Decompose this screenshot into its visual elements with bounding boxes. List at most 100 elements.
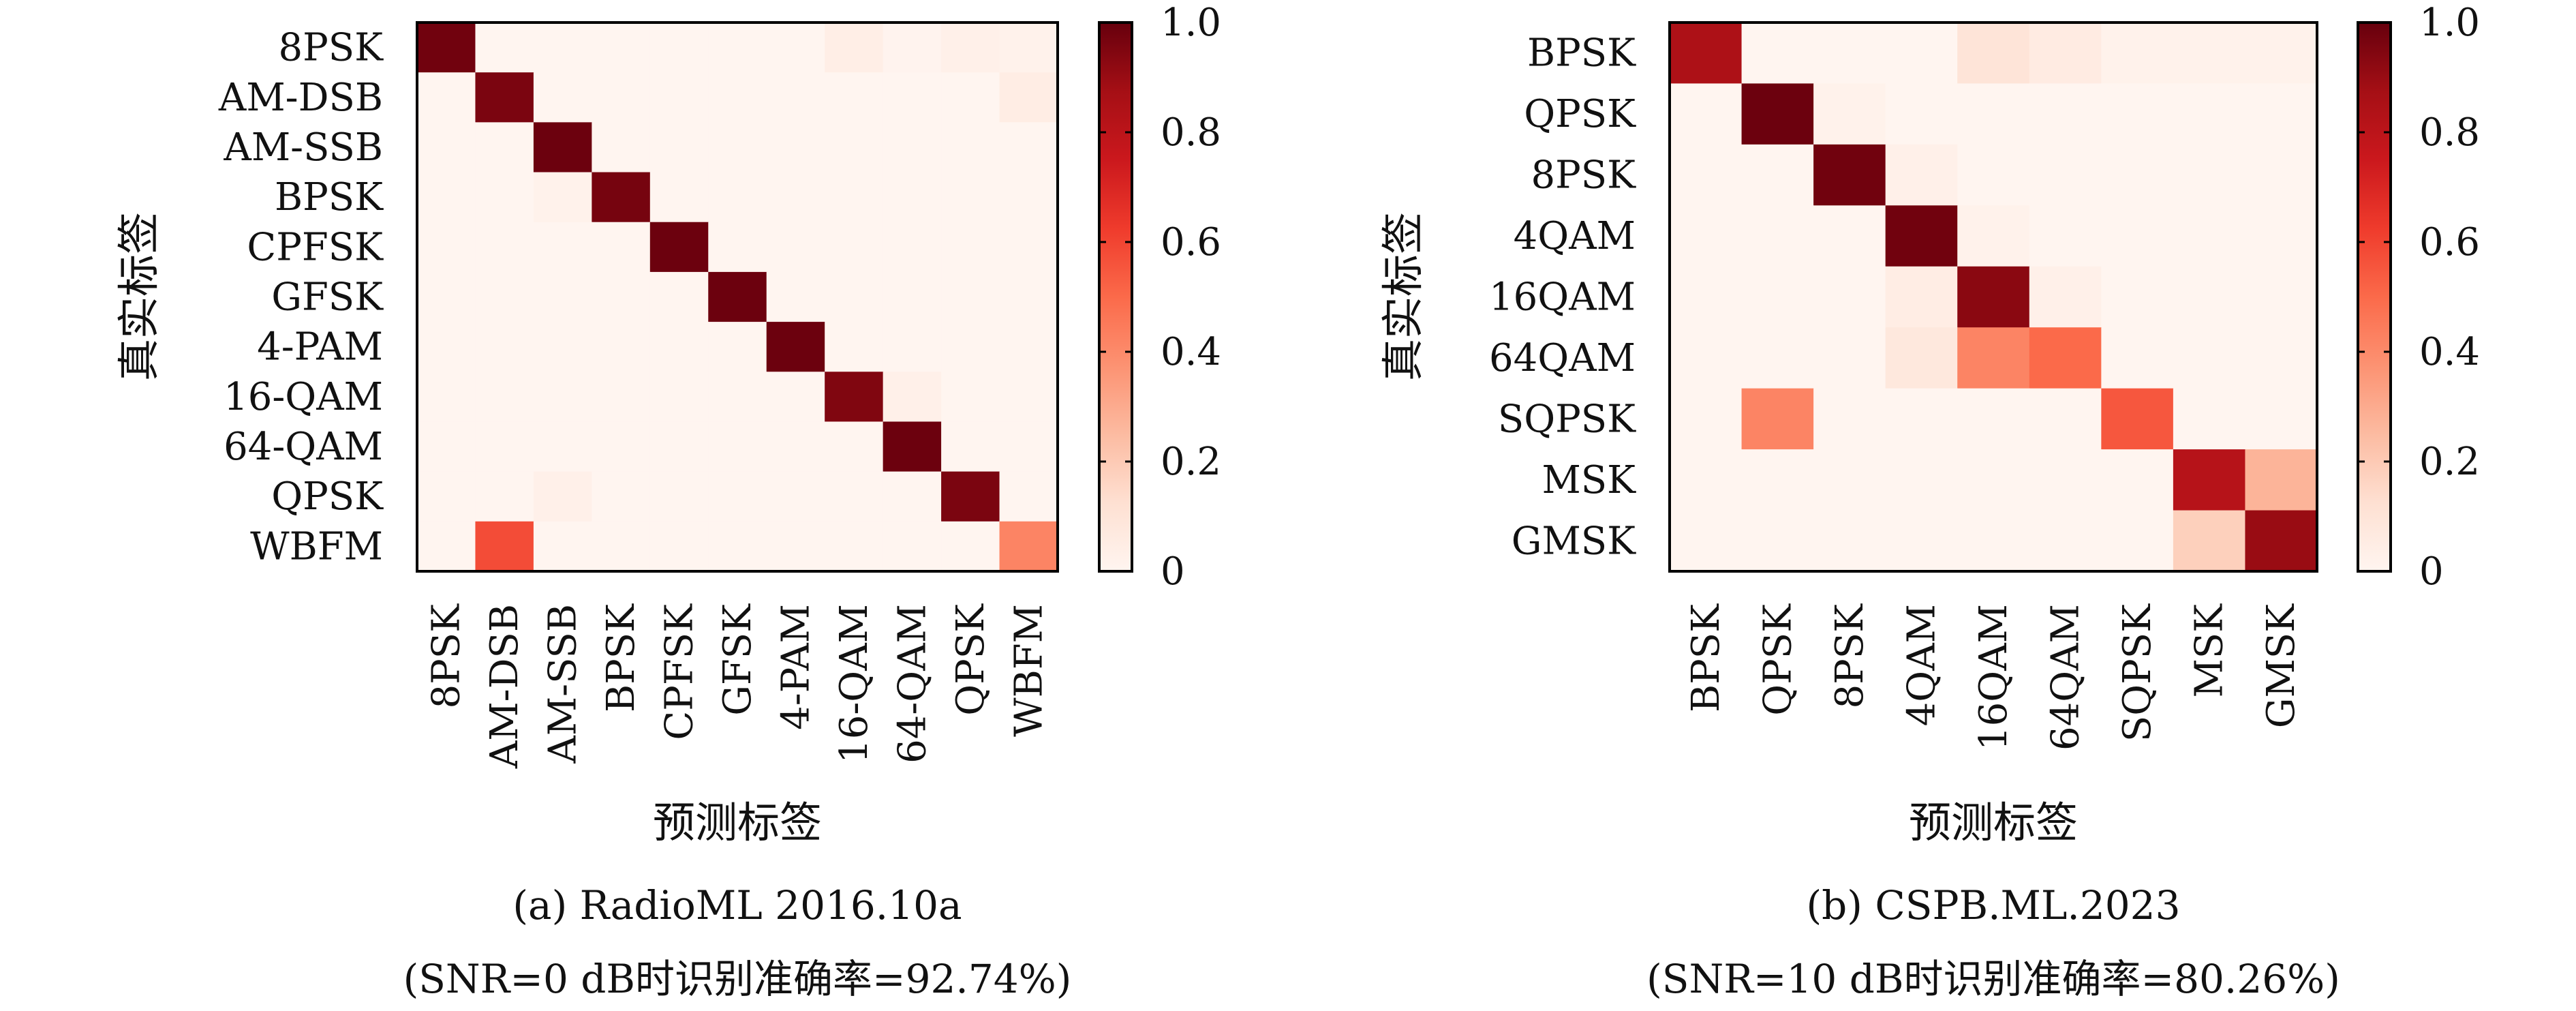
heatmap-cell [1813, 205, 1886, 267]
heatmap-cell [417, 72, 476, 123]
heatmap-cell [766, 172, 825, 223]
heatmap-cell [1885, 205, 1958, 267]
colorbar-ticks-b: 0 0.2 0.4 0.6 0.8 1.0 [2358, 1, 2480, 594]
heatmap-cell [1957, 449, 2030, 511]
heatmap-cell [766, 521, 825, 572]
heatmap-cell [999, 372, 1058, 423]
heatmap-cell [1957, 83, 2030, 145]
heatmap-cell [1885, 22, 1958, 85]
heatmap-cell [649, 521, 709, 572]
x-tick-label: 64-QAM [890, 604, 934, 764]
heatmap-cells-b [1670, 22, 2318, 572]
y-tick-label: 4QAM [1514, 214, 1636, 258]
heatmap-cell [2029, 83, 2102, 145]
x-tick-labels-b: BPSK QPSK 8PSK 4QAM 16QAM 64QAM SQPSK MSK GMSK [1684, 603, 2303, 751]
y-tick-label: 16QAM [1489, 275, 1636, 320]
heatmap-cell [1741, 144, 1814, 206]
heatmap-cell [475, 222, 534, 273]
colorbar-tick-label: 0 [2419, 549, 2444, 594]
heatmap-cell [1670, 327, 1743, 389]
y-tick-label: 4-PAM [257, 325, 383, 369]
colorbar-b [2357, 21, 2392, 573]
x-tick-label: 64QAM [2044, 604, 2088, 751]
heatmap-cell [475, 521, 534, 572]
heatmap-cell [1957, 388, 2030, 450]
x-tick-label: 8PSK [425, 603, 469, 709]
heatmap-cell [1741, 205, 1814, 267]
x-tick-label: BPSK [1684, 603, 1728, 712]
heatmap-cell [592, 372, 651, 423]
heatmap-cell [1813, 510, 1886, 572]
heatmap-cell [649, 22, 709, 73]
heatmap-cell [2029, 266, 2102, 328]
y-tick-label: QPSK [1524, 92, 1636, 136]
heatmap-cell [1885, 266, 1958, 328]
x-tick-label: WBFM [1007, 604, 1051, 737]
heatmap-cell [766, 421, 825, 472]
x-axis-label-b: 预测标签 [1909, 798, 2078, 847]
heatmap-cell [941, 372, 1000, 423]
heatmap-cell [2245, 510, 2318, 572]
colorbar-tick-label: 0.4 [1161, 330, 1221, 374]
heatmap-cell [999, 521, 1058, 572]
heatmap-cell [475, 322, 534, 372]
heatmap-cell [417, 521, 476, 572]
heatmap-cell [475, 372, 534, 423]
heatmap-cell [2245, 266, 2318, 328]
x-tick-label: CPFSK [658, 603, 702, 740]
heatmap-cell [533, 521, 592, 572]
heatmap-cell [1957, 205, 2030, 267]
heatmap-cell [475, 72, 534, 123]
heatmap-cell [825, 421, 884, 472]
heatmap-cell [766, 72, 825, 123]
y-tick-label: MSK [1542, 458, 1636, 502]
heatmap-cell [999, 322, 1058, 372]
plot-frame-a [416, 21, 1059, 573]
heatmap-cell [766, 471, 825, 522]
heatmap-cell [649, 421, 709, 472]
heatmap-cell [766, 322, 825, 372]
y-tick-labels-b: BPSK QPSK 8PSK 4QAM 16QAM 64QAM SQPSK MSK GMSK [1489, 31, 1636, 564]
confusion-matrix-panel-a: 8PSK AM-DSB AM-SSB BPSK CPFSK GFSK 4-PAM 16-QAM… [114, 1, 1221, 1002]
heatmap-cell [1670, 388, 1743, 450]
heatmap-cell [708, 122, 767, 173]
heatmap-cell [533, 222, 592, 273]
heatmap-cell [417, 222, 476, 273]
x-tick-label: QPSK [1755, 603, 1800, 716]
x-tick-label: 16-QAM [832, 604, 876, 764]
heatmap-cell [533, 471, 592, 522]
heatmap-cell [1885, 388, 1958, 450]
colorbar-tick-label: 1.0 [2419, 1, 2480, 45]
heatmap-cell [1813, 83, 1886, 145]
y-tick-label: SQPSK [1498, 397, 1636, 441]
caption-accuracy-a: (SNR=0 dB时识别准确率=92.74%) [403, 956, 1072, 1002]
caption-title-a: (a) RadioML 2016.10a [512, 882, 962, 929]
x-axis-label-a: 预测标签 [653, 798, 822, 847]
caption-accuracy-b: (SNR=10 dB时识别准确率=80.26%) [1646, 956, 2340, 1002]
heatmap-cell [2029, 449, 2102, 511]
x-tick-label: GMSK [2259, 603, 2303, 728]
heatmap-cell [825, 271, 884, 322]
heatmap-cell [533, 172, 592, 223]
heatmap-cell [1741, 388, 1814, 450]
heatmap-cell [2101, 266, 2174, 328]
heatmap-cell [2173, 388, 2246, 450]
heatmap-cell [2101, 205, 2174, 267]
heatmap-cell [999, 122, 1058, 173]
heatmap-cell [2101, 449, 2174, 511]
heatmap-cell [592, 471, 651, 522]
heatmap-cell [766, 122, 825, 173]
heatmap-cell [2245, 83, 2318, 145]
heatmap-cell [1885, 144, 1958, 206]
heatmap-cell [999, 421, 1058, 472]
heatmap-cell [1741, 266, 1814, 328]
heatmap-cell [883, 222, 942, 273]
heatmap-cell [417, 322, 476, 372]
y-tick-label: 16-QAM [224, 375, 383, 419]
x-tick-label: SQPSK [2115, 603, 2160, 742]
heatmap-cell [1741, 83, 1814, 145]
heatmap-cell [2029, 510, 2102, 572]
y-tick-label: BPSK [275, 175, 384, 220]
heatmap-cell [708, 322, 767, 372]
